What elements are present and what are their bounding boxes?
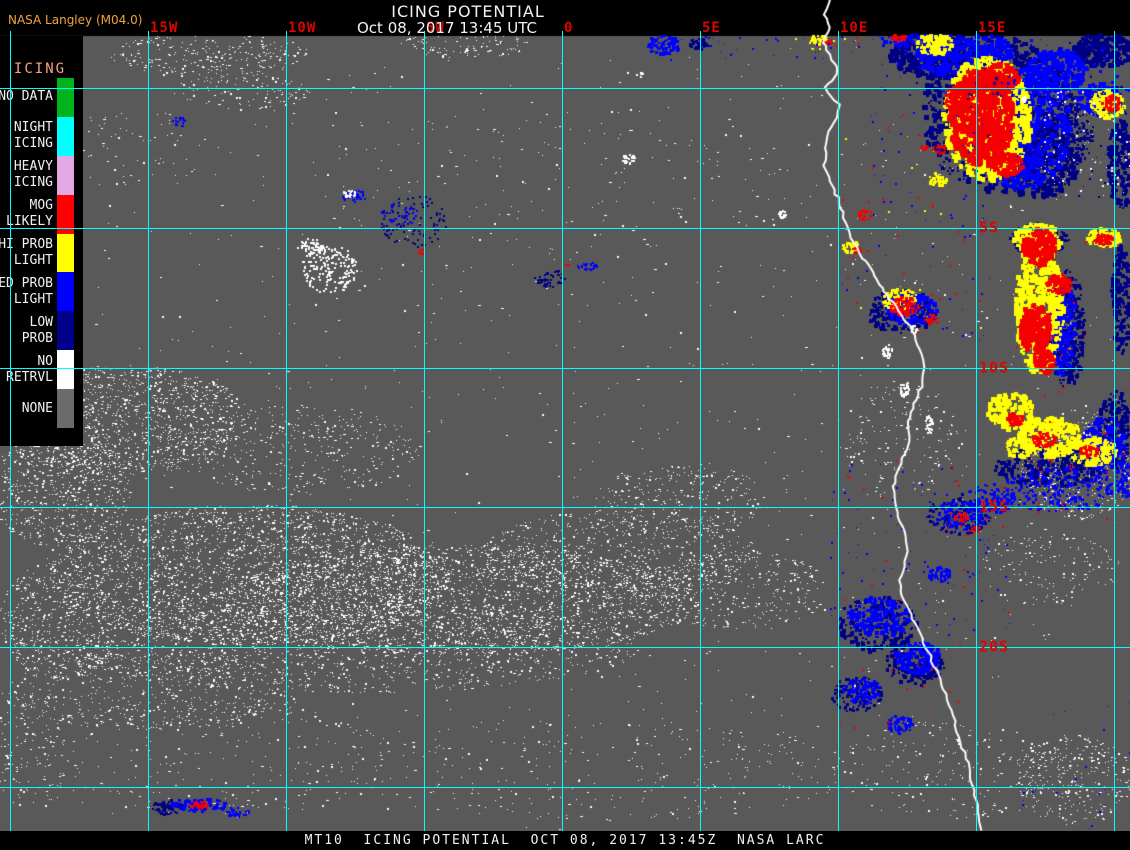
grid-line-horizontal (0, 88, 1130, 89)
latitude-label: 5S (979, 218, 1000, 237)
legend-entry-label: RETRVL (6, 369, 53, 385)
legend-entry: NIGHT ICING (0, 117, 53, 156)
legend-entry-label: NO DATA (0, 89, 53, 105)
legend-entry: NO RETRVL (0, 350, 53, 389)
longitude-label: 10E (840, 20, 869, 36)
legend-swatch (57, 233, 74, 273)
legend: ICING NO DATA NIGHT ICING HEAVY ICING MOG LIKE… (0, 36, 83, 446)
legend-entry: HI PROB LIGHT (0, 234, 53, 273)
legend-swatch (57, 78, 74, 117)
legend-entry: MOG LIKELY (0, 195, 53, 234)
legend-entry: NO DATA (0, 78, 53, 117)
longitude-label: 15E (978, 20, 1007, 36)
legend-entry: NONE (0, 389, 53, 428)
legend-entry-label: HI PROB (0, 236, 53, 252)
latitude-label: 20S (979, 637, 1010, 656)
legend-entry-label: NONE (21, 400, 53, 416)
longitude-label: 5E (702, 20, 721, 36)
grid-line-horizontal (0, 368, 1130, 369)
legend-entry-label: ICING (13, 136, 53, 152)
footer-text: MT10 ICING POTENTIAL OCT 08, 2017 13:45Z… (304, 833, 826, 848)
legend-entry-label: LIGHT (13, 291, 53, 307)
legend-colorbar (57, 78, 74, 429)
grid-line-vertical (10, 31, 11, 831)
legend-entry-label: HEAVY (13, 159, 53, 175)
legend-entry-label: MED PROB (0, 275, 53, 291)
latitude-label: 15S (979, 497, 1010, 516)
grid-line-vertical (148, 31, 149, 831)
legend-entry-label: PROB (21, 330, 53, 346)
legend-entry: HEAVY ICING (0, 156, 53, 195)
grid-line-vertical (700, 31, 701, 831)
latitude-label: 10S (979, 358, 1010, 377)
grid-line-horizontal (0, 507, 1130, 508)
legend-entry-label: LIGHT (13, 252, 53, 268)
legend-swatch (57, 350, 74, 390)
grid-line-horizontal (0, 647, 1130, 648)
legend-swatch (57, 389, 74, 429)
grid-line-vertical (424, 31, 425, 831)
longitude-label: 5W (426, 20, 445, 36)
legend-swatch (57, 116, 74, 156)
legend-entry-label: MOG (29, 198, 53, 214)
grid-line-vertical (562, 31, 563, 831)
grid-line-horizontal (0, 228, 1130, 229)
legend-entry-label: NO (37, 353, 53, 369)
legend-swatch (57, 155, 74, 195)
grid-line-vertical (976, 31, 977, 831)
footer-bar: MT10 ICING POTENTIAL OCT 08, 2017 13:45Z… (0, 831, 1130, 850)
timestamp: Oct 08, 2017 13:45 UTC (357, 19, 537, 37)
legend-swatch (57, 272, 74, 312)
longitude-label: 10W (288, 20, 317, 36)
grid-line-vertical (1114, 31, 1115, 831)
grid-line-horizontal (0, 787, 1130, 788)
legend-entry-label: ICING (13, 175, 53, 191)
legend-entry-label: LIKELY (6, 214, 53, 230)
legend-swatch (57, 194, 74, 234)
legend-title: ICING (13, 61, 67, 77)
grid-line-vertical (286, 31, 287, 831)
longitude-label: 15W (150, 20, 179, 36)
longitude-label: 0 (564, 20, 574, 36)
legend-entry: LOW PROB (0, 311, 53, 350)
page-title: ICING POTENTIAL (391, 2, 545, 21)
credit-label: NASA Langley (M04.0) (8, 13, 143, 27)
legend-entry-label: LOW (29, 314, 53, 330)
grid-line-vertical (838, 31, 839, 831)
legend-entry-label: NIGHT (13, 120, 53, 136)
legend-swatch (57, 311, 74, 351)
